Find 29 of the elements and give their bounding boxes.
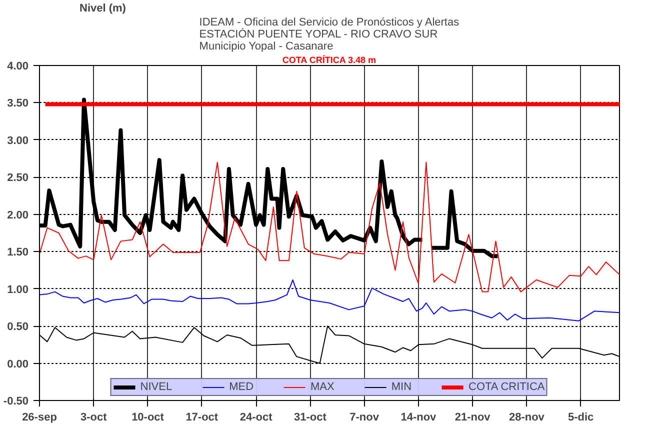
legend-label: MIN xyxy=(391,381,412,393)
y-tick-label: 2.00 xyxy=(7,209,29,222)
x-tick-label: 10-oct xyxy=(132,412,164,424)
y-tick-label: 0.00 xyxy=(7,358,29,370)
chart-subtitle: COTA CRÍTICA 3.48 m xyxy=(282,55,376,65)
y-tick-label: 3.50 xyxy=(7,98,29,110)
y-tick-label: 1.00 xyxy=(7,284,29,296)
legend-label: COTA CRITICA xyxy=(468,381,545,393)
y-axis-title: Nivel (m) xyxy=(80,2,126,14)
x-tick-label: 3-oct xyxy=(80,412,108,424)
x-tick-label: 21-nov xyxy=(454,412,492,424)
x-tick-label: 26-sep xyxy=(22,412,58,424)
y-tick-label: 3.00 xyxy=(7,134,29,147)
legend-label: MAX xyxy=(310,381,334,393)
x-tick-label: 28-nov xyxy=(508,412,546,424)
x-tick-label: 7-nov xyxy=(350,412,380,424)
x-tick-label: 17-oct xyxy=(186,412,218,424)
x-tick-label: 24-oct xyxy=(240,412,273,424)
y-tick-label: -0.50 xyxy=(3,396,29,408)
chart-title: IDEAM - Oficina del Servicio de Pronósticos y Alertas ESTACIÓN PUENTE YOPAL - RIO CRAVO SUR Municipio Yopal - Casanare xyxy=(199,16,460,52)
y-tick-label: 0.50 xyxy=(7,321,29,334)
y-tick-label: 2.50 xyxy=(7,172,29,184)
legend-label: MED xyxy=(229,381,254,393)
x-tick-label: 31-oct xyxy=(294,412,327,424)
legend-label: NIVEL xyxy=(140,381,172,393)
x-tick-label: 14-nov xyxy=(400,412,438,424)
x-tick-label: 5-dic xyxy=(568,412,594,424)
y-tick-label: 1.50 xyxy=(7,246,29,259)
y-tick-label: 4.00 xyxy=(7,60,29,72)
